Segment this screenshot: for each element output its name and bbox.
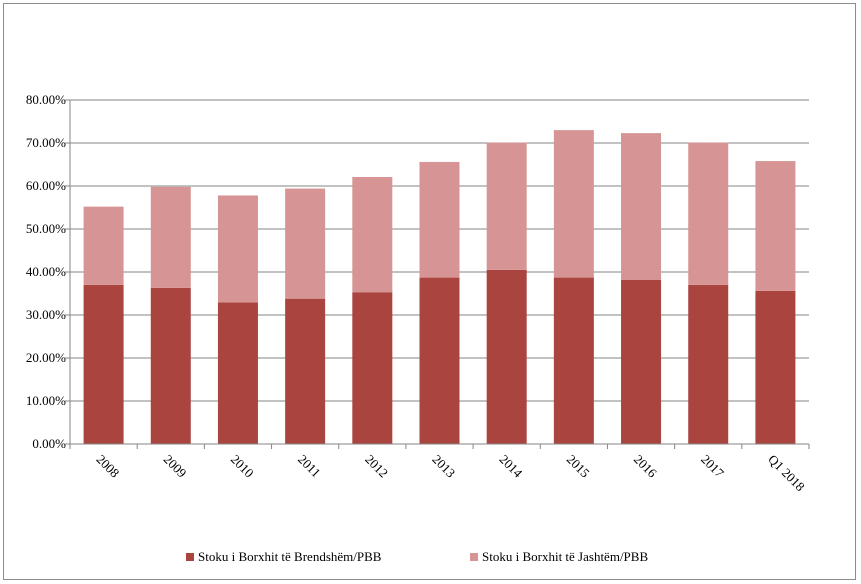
x-tick-label: Q1 2018: [765, 452, 808, 495]
x-axis-ticks: 2008 2009 2010 2011 2012 2013 2014 2015 2016 2017…: [69, 444, 810, 495]
bar-external-debt: [553, 130, 594, 278]
x-tick-label: 2012: [362, 452, 391, 481]
bar-external-debt: [352, 176, 393, 293]
x-tick-label: 2014: [497, 452, 526, 481]
bar-domestic-debt: [621, 279, 662, 444]
y-tick-label: 70.00%: [26, 135, 66, 150]
x-tick-label: 2011: [295, 452, 324, 481]
bars: [83, 130, 796, 444]
bar-domestic-debt: [83, 284, 124, 444]
x-tick-label: 2015: [564, 452, 593, 481]
y-tick-label: 50.00%: [26, 221, 66, 236]
x-tick-label: 2016: [631, 452, 660, 481]
bar-external-debt: [285, 188, 326, 299]
y-tick-label: 20.00%: [26, 350, 66, 365]
legend-label: Stoku i Borxhit të Brendshëm/PBB: [198, 549, 382, 564]
bar-domestic-debt: [486, 269, 527, 444]
x-tick-label: 2008: [93, 452, 122, 481]
bar-external-debt: [621, 133, 662, 280]
legend-swatch: [470, 553, 478, 561]
bar-external-debt: [486, 142, 527, 270]
y-tick-label: 30.00%: [26, 307, 66, 322]
bar-domestic-debt: [688, 284, 729, 444]
bar-external-debt: [83, 206, 124, 285]
bar-domestic-debt: [352, 292, 393, 444]
x-tick-label: 2013: [429, 452, 458, 481]
y-tick-label: 80.00%: [26, 92, 66, 107]
legend-swatch: [186, 553, 194, 561]
bar-external-debt: [217, 195, 258, 303]
y-tick-label: 0.00%: [32, 436, 66, 451]
legend-label: Stoku i Borxhit të Jashtëm/PBB: [482, 549, 648, 564]
bar-external-debt: [150, 186, 191, 288]
bar-domestic-debt: [150, 287, 191, 444]
bar-domestic-debt: [419, 277, 460, 444]
y-tick-label: 40.00%: [26, 264, 66, 279]
x-tick-label: 2009: [161, 452, 190, 481]
x-tick-label: 2010: [228, 452, 257, 481]
bar-external-debt: [688, 142, 729, 285]
y-tick-label: 10.00%: [26, 393, 66, 408]
bar-external-debt: [755, 161, 796, 291]
bar-domestic-debt: [217, 302, 258, 444]
bar-external-debt: [419, 161, 460, 278]
x-tick-label: 2017: [698, 452, 727, 481]
bar-domestic-debt: [553, 277, 594, 444]
legend: Stoku i Borxhit të Brendshëm/PBB Stoku i …: [186, 549, 648, 564]
y-axis-ticks: 0.00% 10.00% 20.00% 30.00% 40.00% 50.00% 60.00…: [26, 92, 70, 451]
bar-domestic-debt: [285, 298, 326, 444]
y-tick-label: 60.00%: [26, 178, 66, 193]
bar-domestic-debt: [755, 290, 796, 444]
